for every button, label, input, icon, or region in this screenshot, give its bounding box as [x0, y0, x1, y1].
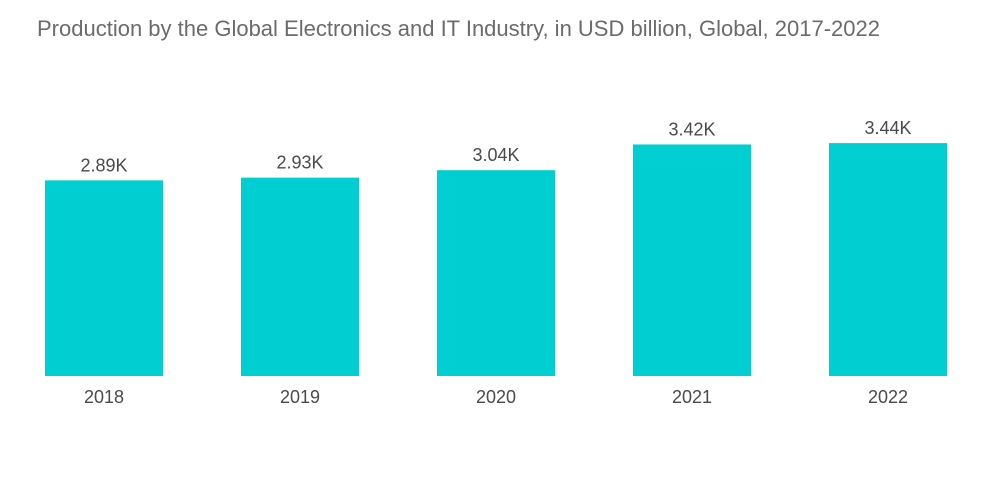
value-labels-layer: 2.89K 2.93K 3.04K 3.42K 3.44K	[80, 118, 911, 175]
x-axis-ticks: 2018 2019 2020 2021 2022	[84, 387, 908, 407]
bar-2019	[241, 177, 359, 376]
chart-title: Production by the Global Electronics and…	[37, 16, 880, 41]
x-tick-2018: 2018	[84, 387, 124, 407]
data-label-2018: 2.89K	[80, 155, 127, 175]
bars-layer	[45, 143, 947, 376]
bar-2022	[829, 143, 947, 376]
bar-2018	[45, 180, 163, 376]
x-tick-2019: 2019	[280, 387, 320, 407]
bar-2021	[633, 144, 751, 376]
data-label-2022: 3.44K	[864, 118, 911, 138]
x-tick-2022: 2022	[868, 387, 908, 407]
x-tick-2020: 2020	[476, 387, 516, 407]
data-label-2019: 2.93K	[276, 153, 323, 173]
x-tick-2021: 2021	[672, 387, 712, 407]
bar-2020	[437, 170, 555, 376]
data-label-2021: 3.42K	[668, 119, 715, 139]
data-label-2020: 3.04K	[472, 145, 519, 165]
